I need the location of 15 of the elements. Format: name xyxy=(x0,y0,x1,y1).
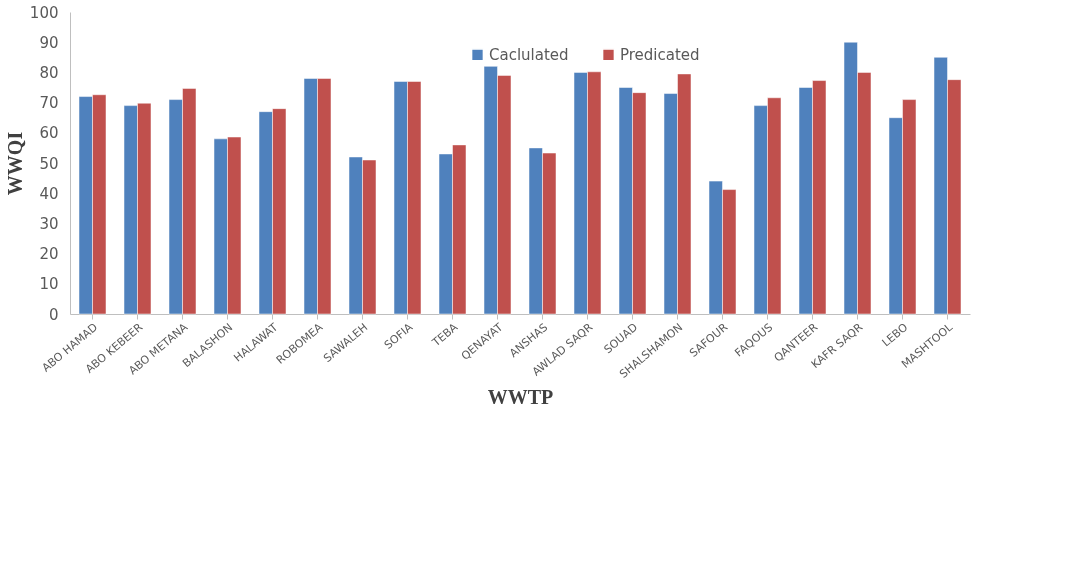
y-tick-label: 80 xyxy=(39,63,59,82)
x-axis-title: WWTP xyxy=(487,386,554,409)
y-tick-label: 40 xyxy=(39,184,59,203)
legend-label: Caclulated xyxy=(489,45,569,64)
legend-label: Predicated xyxy=(620,45,700,64)
y-tick-label: 90 xyxy=(39,33,59,52)
y-tick-label: 20 xyxy=(39,245,59,264)
y-tick-label: 70 xyxy=(39,94,59,113)
y-tick-label: 50 xyxy=(39,154,59,173)
y-tick-label: 100 xyxy=(29,3,59,22)
y-tick-label: 30 xyxy=(39,214,59,233)
y-tick-label: 10 xyxy=(39,275,59,294)
y-tick-label: 0 xyxy=(48,305,59,324)
y-tick-label: 60 xyxy=(39,124,59,143)
y-axis-title: WWQI xyxy=(3,131,26,196)
